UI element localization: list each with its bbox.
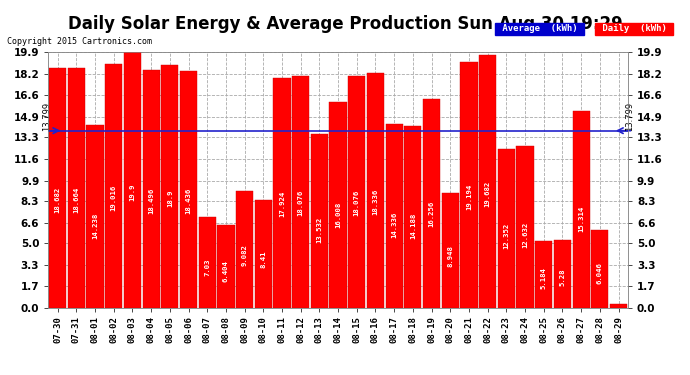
Text: 18.496: 18.496 xyxy=(148,188,154,214)
Text: 14.188: 14.188 xyxy=(410,213,416,239)
Bar xyxy=(591,230,609,308)
Bar xyxy=(124,53,141,308)
Bar xyxy=(236,191,253,308)
Text: 6.404: 6.404 xyxy=(223,260,229,282)
Bar xyxy=(161,65,179,308)
Bar xyxy=(180,71,197,308)
Bar xyxy=(292,76,309,307)
Text: 18.436: 18.436 xyxy=(186,188,192,214)
Bar xyxy=(479,55,496,308)
Bar xyxy=(255,200,272,308)
Bar xyxy=(348,76,366,307)
Bar xyxy=(367,72,384,308)
Bar xyxy=(442,193,459,308)
Text: 13.532: 13.532 xyxy=(317,216,322,243)
Bar xyxy=(573,111,590,308)
Bar xyxy=(273,78,290,308)
Bar xyxy=(497,149,515,308)
Text: 18.682: 18.682 xyxy=(55,187,61,213)
Text: 8.948: 8.948 xyxy=(447,245,453,267)
Text: 18.9: 18.9 xyxy=(167,190,172,207)
Text: 18.076: 18.076 xyxy=(297,190,304,216)
Text: 19.682: 19.682 xyxy=(484,181,491,207)
Text: 5.28: 5.28 xyxy=(560,268,566,286)
Bar xyxy=(217,225,235,308)
Bar xyxy=(423,99,440,308)
Text: 17.924: 17.924 xyxy=(279,191,285,217)
Text: 14.238: 14.238 xyxy=(92,212,98,238)
Bar xyxy=(49,68,66,308)
Text: 12.352: 12.352 xyxy=(504,223,509,249)
Text: 19.9: 19.9 xyxy=(130,184,135,201)
Text: Average  (kWh): Average (kWh) xyxy=(497,24,583,33)
Text: Copyright 2015 Cartronics.com: Copyright 2015 Cartronics.com xyxy=(7,38,152,46)
Text: 7.03: 7.03 xyxy=(204,258,210,276)
Bar xyxy=(310,134,328,308)
Text: 12.632: 12.632 xyxy=(522,222,528,248)
Bar xyxy=(199,217,216,308)
Bar xyxy=(517,146,533,308)
Bar xyxy=(460,62,477,308)
Text: 19.194: 19.194 xyxy=(466,184,472,210)
Text: 18.664: 18.664 xyxy=(73,187,79,213)
Bar xyxy=(610,304,627,307)
Text: 15.314: 15.314 xyxy=(578,206,584,232)
Text: 9.082: 9.082 xyxy=(241,244,248,266)
Text: 18.076: 18.076 xyxy=(354,190,359,216)
Text: Daily  (kWh): Daily (kWh) xyxy=(597,24,672,33)
Text: 18.336: 18.336 xyxy=(373,189,379,215)
Text: 14.336: 14.336 xyxy=(391,212,397,238)
Text: 19.016: 19.016 xyxy=(110,185,117,211)
Text: 8.41: 8.41 xyxy=(260,250,266,268)
Text: 6.046: 6.046 xyxy=(597,262,603,284)
Text: Daily Solar Energy & Average Production Sun Aug 30 19:29: Daily Solar Energy & Average Production … xyxy=(68,15,622,33)
Bar xyxy=(554,240,571,308)
Bar xyxy=(330,102,346,308)
Bar xyxy=(143,70,159,308)
Bar xyxy=(86,125,104,308)
Text: 16.008: 16.008 xyxy=(335,202,341,228)
Bar xyxy=(535,241,553,308)
Text: 5.184: 5.184 xyxy=(541,267,546,288)
Bar xyxy=(105,64,122,308)
Bar xyxy=(68,68,85,308)
Text: 13.799: 13.799 xyxy=(42,102,51,130)
Text: 16.256: 16.256 xyxy=(428,201,435,227)
Text: 13.799: 13.799 xyxy=(625,102,634,130)
Bar xyxy=(404,126,422,308)
Bar xyxy=(386,124,403,308)
